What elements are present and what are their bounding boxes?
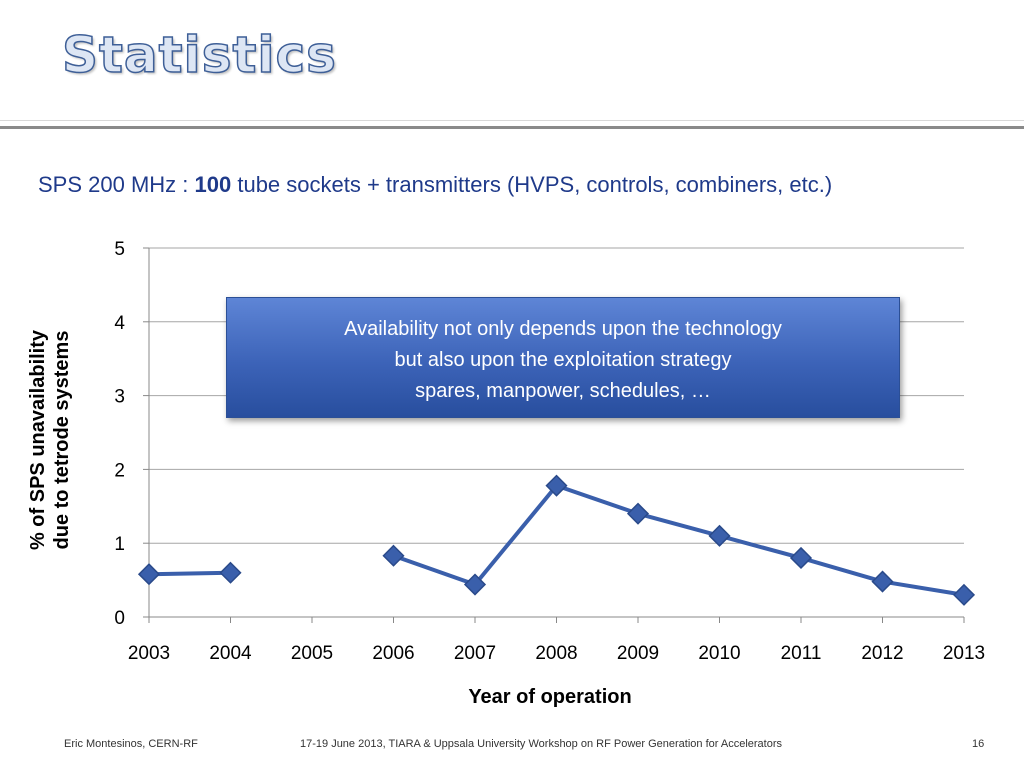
y-tick-label: 1 [114,534,125,555]
x-tick-label: 2006 [372,643,414,660]
data-point-marker [626,502,650,525]
footer-author: Eric Montesinos, CERN-RF [64,738,198,750]
x-tick-label: 2009 [617,643,659,660]
slide-title: Statistics [61,25,337,85]
x-tick-label: 2008 [535,643,577,660]
title-divider-light [0,120,1024,121]
footer-page-number: 16 [972,738,985,750]
availability-callout: Availability not only depends upon the t… [226,297,900,418]
y-axis-title-wrap: % of SPS unavailability due to tetrode s… [22,310,78,570]
x-tick-label: 2004 [209,643,252,660]
x-tick-label: 2003 [128,643,170,660]
title-divider [0,126,1024,129]
data-point-marker [463,573,487,596]
y-axis-title: % of SPS unavailability due to tetrode s… [26,300,74,580]
data-point-marker [871,570,894,593]
series-line-segment [148,570,231,577]
x-tick-label: 2007 [454,643,496,660]
callout-line2: but also upon the exploitation strategy [394,349,732,371]
x-axis-title: Year of operation [468,686,632,708]
y-axis-title-line1: % of SPS unavailability [27,329,49,551]
x-tick-label: 2012 [861,643,903,660]
series-line-segment [392,483,965,597]
y-tick-label: 4 [114,313,125,334]
slide-subtitle: SPS 200 MHz : 100 tube sockets + transmi… [38,172,998,198]
callout-line3: spares, manpower, schedules, … [415,380,711,402]
data-point-marker [708,524,731,547]
subtitle-text-post: tube sockets + transmitters (HVPS, contr… [231,172,833,197]
footer-event: 17-19 June 2013, TIARA & Uppsala Univers… [300,738,782,750]
y-tick-label: 3 [114,387,125,408]
data-point-marker [545,474,568,497]
data-point-marker [137,563,161,586]
callout-line1: Availability not only depends upon the t… [344,318,782,340]
data-point-marker [382,544,405,567]
x-tick-label: 2013 [943,643,985,660]
x-tick-label: 2005 [291,643,333,660]
x-tick-label: 2010 [698,643,740,660]
data-point-marker [219,561,242,584]
x-tick-label: 2011 [781,643,822,660]
y-tick-label: 5 [114,239,125,260]
subtitle-count: 100 [194,172,232,197]
line-chart: 0 1 2 3 4 5 2003 2004 2005 2006 2007 2008 2009 2010 20… [114,239,985,660]
subtitle-text-pre: SPS 200 MHz : [38,172,195,197]
y-axis-title-line2: due to tetrode systems [51,330,73,550]
data-point-marker [789,546,813,570]
y-tick-label: 0 [114,608,125,629]
data-point-marker [952,583,976,606]
y-tick-label: 2 [114,460,125,481]
